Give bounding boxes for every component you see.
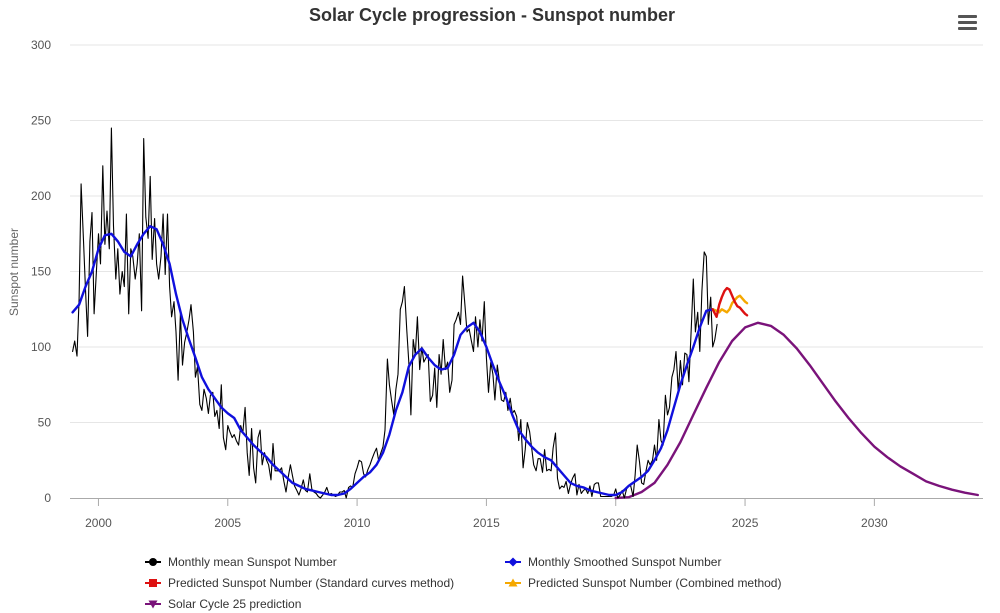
- legend-label: Monthly Smoothed Sunspot Number: [528, 555, 721, 569]
- y-tick-label-300: 300: [31, 38, 51, 52]
- x-tick-label-2020: 2020: [602, 516, 629, 530]
- axes: 0 50 100 150 200 250 300 2000 2005 2010 2015 2020 20…: [31, 38, 983, 530]
- x-tick-label-2015: 2015: [473, 516, 500, 530]
- legend-marker-circle: [149, 558, 157, 566]
- x-tick-label-2005: 2005: [214, 516, 241, 530]
- legend-label: Predicted Sunspot Number (Standard curve…: [168, 576, 454, 590]
- menu-bar-3: [958, 27, 977, 30]
- legend-marker-square: [149, 579, 157, 587]
- y-tick-label-250: 250: [31, 114, 51, 128]
- x-tick-label-2025: 2025: [732, 516, 759, 530]
- legend-label: Predicted Sunspot Number (Combined metho…: [528, 576, 781, 590]
- x-tick-label-2000: 2000: [85, 516, 112, 530]
- legend-label: Solar Cycle 25 prediction: [168, 597, 301, 611]
- y-tick-label-200: 200: [31, 189, 51, 203]
- legend-marker-triangle-down: [148, 600, 158, 609]
- legend-item-pred-combined[interactable]: Predicted Sunspot Number (Combined metho…: [505, 576, 781, 590]
- legend-item-pred-standard[interactable]: Predicted Sunspot Number (Standard curve…: [145, 576, 454, 590]
- series-pred-standard-line: [711, 286, 749, 318]
- series-pred-combined-line: [711, 294, 749, 314]
- y-tick-label-150: 150: [31, 265, 51, 279]
- y-axis-label: Sunspot number: [7, 228, 21, 316]
- grid-lines: [70, 44, 983, 423]
- legend: Monthly mean Sunspot Number Monthly Smoot…: [145, 555, 781, 611]
- menu-bar-1: [958, 15, 977, 18]
- legend-item-smoothed[interactable]: Monthly Smoothed Sunspot Number: [505, 555, 721, 569]
- y-tick-label-0: 0: [44, 491, 51, 505]
- x-tick-label-2030: 2030: [861, 516, 888, 530]
- series-lines: [71, 127, 979, 500]
- chart-title: Solar Cycle progression - Sunspot number: [309, 5, 675, 25]
- series-smoothed-line: [71, 225, 714, 497]
- legend-item-cycle25[interactable]: Solar Cycle 25 prediction: [145, 597, 301, 611]
- series-cycle25-line: [614, 321, 979, 500]
- hamburger-menu-icon[interactable]: [952, 10, 982, 36]
- legend-marker-triangle: [508, 578, 518, 587]
- menu-bar-2: [958, 21, 977, 24]
- x-tick-label-2010: 2010: [344, 516, 371, 530]
- y-tick-label-50: 50: [38, 416, 52, 430]
- y-tick-label-100: 100: [31, 340, 51, 354]
- series-monthly-mean-line: [72, 127, 718, 499]
- legend-label: Monthly mean Sunspot Number: [168, 555, 337, 569]
- legend-marker-diamond: [508, 557, 518, 567]
- legend-item-monthly-mean[interactable]: Monthly mean Sunspot Number: [145, 555, 337, 569]
